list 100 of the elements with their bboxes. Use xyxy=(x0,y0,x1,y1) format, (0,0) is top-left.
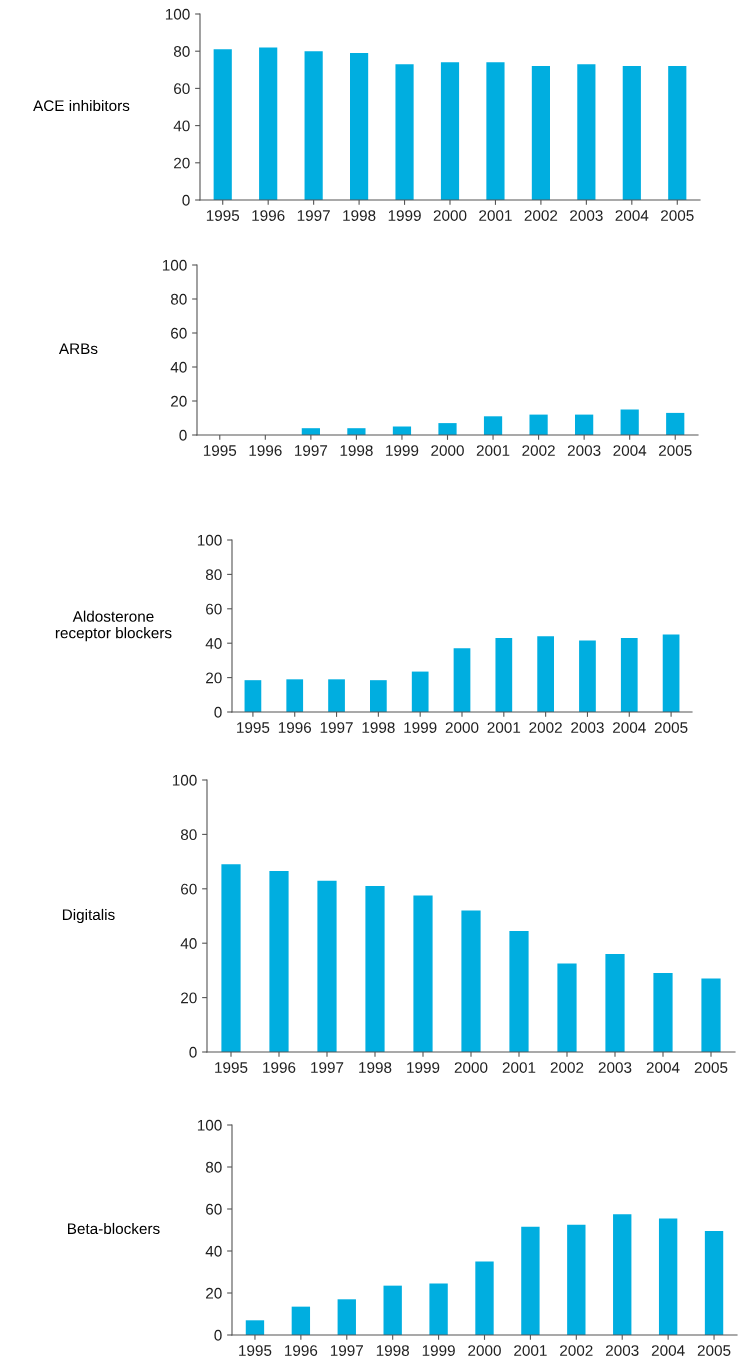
y-tick-label: 40 xyxy=(205,638,222,649)
y-axis-title: Aldosterone receptor blockers xyxy=(55,610,172,642)
y-axis-title: ARBs xyxy=(58,343,98,355)
y-tick-label: 100 xyxy=(197,534,222,546)
bar xyxy=(567,1224,586,1335)
x-tick-label: 1999 xyxy=(404,722,437,733)
y-tick-label: 80 xyxy=(205,569,222,581)
bar xyxy=(622,66,641,200)
bar xyxy=(521,1226,540,1335)
x-tick-label: 1999 xyxy=(388,210,421,221)
x-tick-label: 1995 xyxy=(215,1062,248,1073)
x-tick-label: 1995 xyxy=(203,445,237,456)
x-tick-label: 2001 xyxy=(487,722,521,733)
bar xyxy=(383,1285,402,1335)
x-tick-label: 2001 xyxy=(514,1345,547,1356)
bar xyxy=(221,864,241,1052)
y-tick-label: 20 xyxy=(181,992,197,1004)
bar xyxy=(429,1283,448,1335)
x-tick-label: 1997 xyxy=(320,722,353,733)
bar xyxy=(658,1218,678,1335)
bar xyxy=(392,426,412,435)
bar xyxy=(557,963,577,1052)
bar xyxy=(529,414,548,435)
y-tick-label: 60 xyxy=(174,83,190,95)
bar xyxy=(483,416,503,435)
x-tick-label: 1996 xyxy=(252,210,285,221)
x-tick-label: 2005 xyxy=(659,445,692,456)
y-tick-label: 60 xyxy=(171,327,187,339)
y-tick-label: 20 xyxy=(171,395,187,407)
x-tick-label: 2003 xyxy=(567,445,601,456)
x-tick-label: 1995 xyxy=(239,1345,272,1356)
y-axis-title: Digitalis xyxy=(62,908,115,924)
y-tick-label: 100 xyxy=(172,774,197,786)
bar xyxy=(486,62,505,200)
x-tick-label: 2001 xyxy=(502,1062,536,1073)
y-tick-label: 80 xyxy=(180,829,197,841)
bar xyxy=(475,1261,494,1335)
bar xyxy=(413,895,433,1052)
x-tick-label: 1995 xyxy=(206,210,240,221)
bar xyxy=(286,679,304,712)
x-tick-label: 1998 xyxy=(340,445,373,456)
x-tick-label: 1996 xyxy=(249,445,282,456)
x-tick-label: 2005 xyxy=(694,1062,728,1073)
bar xyxy=(438,423,457,435)
y-tick-label: 100 xyxy=(165,8,190,20)
y-axis-title: ACE inhibitors xyxy=(33,99,130,112)
bar xyxy=(577,64,596,200)
x-tick-label: 2002 xyxy=(560,1345,593,1356)
y-tick-label: 40 xyxy=(173,120,190,132)
bar xyxy=(347,428,366,435)
x-tick-label: 2000 xyxy=(454,1062,488,1073)
x-tick-label: 1999 xyxy=(407,1062,440,1073)
y-tick-label: 100 xyxy=(162,259,187,271)
bar xyxy=(350,53,369,200)
bar xyxy=(579,640,596,712)
bar xyxy=(620,409,639,435)
bar xyxy=(461,910,481,1052)
y-tick-label: 40 xyxy=(180,938,197,949)
bar xyxy=(365,886,385,1052)
y-tick-label: 80 xyxy=(173,46,190,57)
x-tick-label: 1995 xyxy=(237,722,270,733)
bar xyxy=(213,49,232,200)
bar xyxy=(509,930,529,1052)
x-tick-label: 2001 xyxy=(479,210,512,221)
x-tick-label: 2005 xyxy=(661,210,694,221)
y-tick-label: 20 xyxy=(174,157,190,169)
x-tick-label: 1998 xyxy=(376,1345,410,1356)
y-tick-label: 60 xyxy=(206,603,222,615)
bar xyxy=(245,1320,265,1335)
x-tick-label: 1997 xyxy=(330,1345,363,1356)
y-tick-label: 60 xyxy=(181,883,197,895)
bar xyxy=(653,973,673,1052)
y-tick-label: 80 xyxy=(205,1161,222,1173)
x-tick-label: 2000 xyxy=(433,210,467,221)
x-tick-label: 2000 xyxy=(468,1345,501,1356)
bar xyxy=(411,671,429,712)
bar xyxy=(613,1214,632,1335)
y-tick-label: 80 xyxy=(170,293,187,305)
bar xyxy=(662,634,680,712)
x-tick-label: 1996 xyxy=(278,722,312,733)
x-tick-label: 1998 xyxy=(359,1062,392,1073)
x-tick-label: 2004 xyxy=(613,722,646,733)
x-tick-label: 2002 xyxy=(550,1062,584,1073)
bar xyxy=(575,414,594,435)
x-tick-label: 2003 xyxy=(571,722,604,733)
bar xyxy=(304,51,323,200)
x-tick-label: 2004 xyxy=(613,445,647,456)
x-tick-label: 1997 xyxy=(297,210,330,221)
y-tick-label: 0 xyxy=(214,706,222,718)
x-tick-label: 1997 xyxy=(295,445,328,456)
bar xyxy=(666,412,685,435)
bar xyxy=(605,954,625,1052)
bar xyxy=(440,62,460,200)
x-tick-label: 2000 xyxy=(445,722,479,733)
bar xyxy=(531,66,550,200)
y-axis-title: Beta-blockers xyxy=(68,1222,160,1235)
bar xyxy=(328,679,345,712)
y-tick-label: 20 xyxy=(206,672,222,684)
bar xyxy=(259,47,278,200)
x-tick-label: 2002 xyxy=(529,722,562,733)
